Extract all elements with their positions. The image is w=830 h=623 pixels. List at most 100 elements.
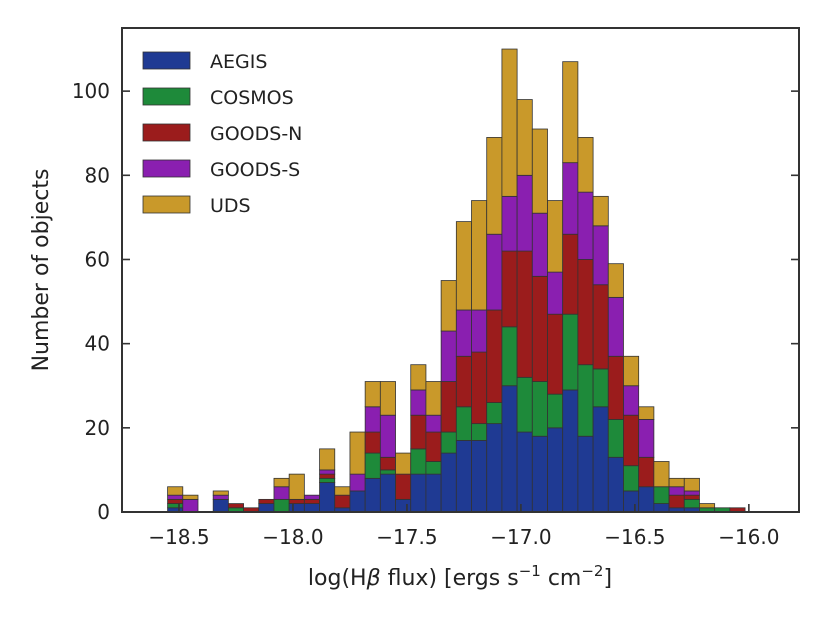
bar-uds-bin-24: [531, 128, 548, 214]
bar-aegis-bin-23: [516, 431, 533, 513]
bar-uds-bin-13: [364, 381, 381, 408]
bar-goods-s-bin-18: [440, 330, 457, 382]
legend-label-uds: UDS: [210, 195, 251, 217]
bar-uds-bin-1: [182, 494, 199, 500]
bar-uds-bin-23: [516, 99, 533, 176]
bar-aegis-bin-9: [303, 503, 320, 513]
bar-goods-n-bin-13: [364, 431, 381, 454]
bar-uds-bin-19: [455, 221, 472, 311]
bar-uds-bin-26: [562, 61, 579, 164]
bar-goods-s-bin-3: [212, 494, 229, 500]
plot-frame: [121, 27, 800, 513]
bar-goods-n-bin-15: [395, 473, 412, 500]
bar-cosmos-bin-0: [167, 503, 184, 509]
bar-goods-s-bin-30: [623, 385, 640, 416]
bar-aegis-bin-21: [486, 423, 503, 513]
bar-uds-bin-32: [653, 461, 670, 488]
bar-uds-bin-16: [410, 364, 427, 391]
bar-cosmos-bin-32: [653, 486, 670, 504]
bar-goods-n-bin-10: [319, 473, 336, 479]
legend-swatch-goods-s: [142, 159, 191, 178]
bar-uds-bin-15: [395, 452, 412, 475]
bar-uds-bin-3: [212, 490, 229, 496]
y-tick-label: 40: [85, 332, 110, 356]
bar-goods-s-bin-9: [303, 494, 320, 500]
bar-goods-s-bin-0: [167, 494, 184, 500]
histogram-bars: [167, 48, 746, 513]
bar-goods-s-bin-20: [471, 309, 488, 353]
x-tick-label: −17.0: [490, 525, 551, 549]
x-tick-label: −16.0: [718, 525, 779, 549]
bar-cosmos-bin-25: [547, 393, 564, 429]
y-tick-label: 80: [85, 163, 110, 187]
bar-cosmos-bin-34: [683, 498, 700, 509]
bar-cosmos-bin-20: [471, 423, 488, 441]
bar-goods-n-bin-28: [592, 284, 609, 370]
bar-uds-bin-10: [319, 448, 336, 471]
bar-uds-bin-28: [592, 195, 609, 227]
bar-uds-bin-14: [379, 381, 396, 416]
bar-cosmos-bin-18: [440, 431, 457, 454]
bar-goods-n-bin-18: [440, 381, 457, 433]
bar-goods-s-bin-31: [638, 419, 655, 458]
bar-aegis-bin-12: [349, 490, 366, 513]
bar-uds-bin-0: [167, 486, 184, 496]
bar-cosmos-bin-19: [455, 406, 472, 441]
y-axis: 0 20 40 60 80 100: [72, 79, 799, 524]
x-tick-label: −18.0: [262, 525, 323, 549]
bar-aegis-bin-28: [592, 406, 609, 513]
bar-goods-n-bin-27: [577, 259, 594, 366]
legend-label-cosmos: COSMOS: [210, 87, 294, 109]
bar-aegis-bin-3: [212, 498, 229, 513]
bar-goods-n-bin-34: [683, 494, 700, 500]
bar-uds-bin-30: [623, 355, 640, 387]
bar-cosmos-bin-23: [516, 376, 533, 433]
bar-cosmos-bin-24: [531, 381, 548, 437]
bar-cosmos-bin-29: [607, 419, 624, 458]
bar-goods-n-bin-4: [227, 503, 244, 509]
bar-aegis-bin-22: [501, 385, 518, 513]
bar-goods-s-bin-28: [592, 225, 609, 286]
legend: AEGIS COSMOS GOODS-N GOODS-S UDS: [142, 51, 302, 217]
bar-cosmos-bin-10: [319, 477, 336, 483]
bar-goods-n-bin-8: [288, 498, 305, 504]
y-tick-label: 0: [97, 500, 110, 524]
bar-uds-bin-31: [638, 406, 655, 420]
bar-goods-n-bin-24: [531, 275, 548, 382]
bar-aegis-bin-8: [288, 503, 305, 513]
bar-cosmos-bin-21: [486, 402, 503, 425]
bar-uds-bin-29: [607, 263, 624, 298]
bar-uds-bin-7: [273, 477, 290, 488]
legend-swatch-cosmos: [142, 87, 191, 106]
bar-goods-s-bin-34: [683, 490, 700, 496]
bar-goods-s-bin-1: [182, 498, 199, 513]
bar-uds-bin-33: [668, 477, 685, 488]
bar-goods-n-bin-16: [410, 414, 427, 450]
bar-goods-n-bin-17: [425, 431, 442, 462]
bar-aegis-bin-18: [440, 452, 457, 513]
bar-goods-s-bin-26: [562, 162, 579, 235]
x-tick-label: −16.5: [604, 525, 665, 549]
legend-label-aegis: AEGIS: [210, 51, 267, 73]
bar-goods-s-bin-12: [349, 473, 366, 492]
bar-aegis-bin-31: [638, 486, 655, 513]
bar-cosmos-bin-16: [410, 448, 427, 475]
bar-cosmos-bin-17: [425, 461, 442, 475]
bar-aegis-bin-26: [562, 389, 579, 513]
bar-goods-s-bin-21: [486, 233, 503, 311]
bar-goods-s-bin-7: [273, 486, 290, 500]
bar-uds-bin-34: [683, 477, 700, 492]
bar-goods-n-bin-22: [501, 250, 518, 328]
bar-aegis-bin-25: [547, 427, 564, 513]
bar-aegis-bin-14: [379, 473, 396, 513]
bar-uds-bin-17: [425, 381, 442, 416]
legend-swatch-aegis: [142, 51, 191, 70]
bar-goods-s-bin-10: [319, 469, 336, 475]
bar-uds-bin-25: [547, 200, 564, 273]
bar-cosmos-bin-7: [273, 498, 290, 513]
bar-goods-n-bin-11: [334, 494, 351, 509]
bar-uds-bin-35: [699, 503, 716, 509]
bar-goods-s-bin-33: [668, 486, 685, 496]
bar-goods-n-bin-0: [167, 498, 184, 504]
